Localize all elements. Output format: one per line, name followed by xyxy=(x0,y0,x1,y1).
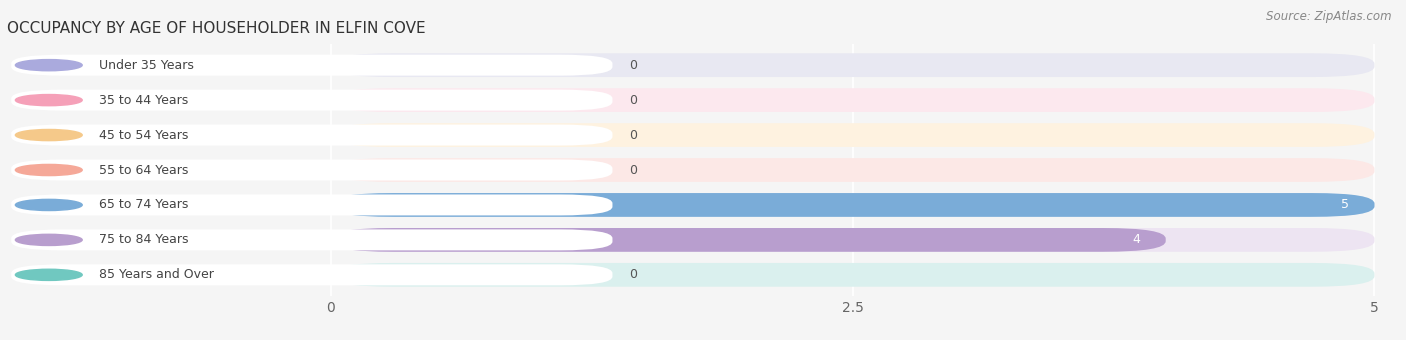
Circle shape xyxy=(15,59,82,71)
Text: Under 35 Years: Under 35 Years xyxy=(98,59,194,72)
Text: Source: ZipAtlas.com: Source: ZipAtlas.com xyxy=(1267,10,1392,23)
Text: 0: 0 xyxy=(628,129,637,141)
Text: 0: 0 xyxy=(628,59,637,72)
Text: 0: 0 xyxy=(628,164,637,176)
FancyBboxPatch shape xyxy=(330,228,1375,252)
Text: 55 to 64 Years: 55 to 64 Years xyxy=(98,164,188,176)
Text: 65 to 74 Years: 65 to 74 Years xyxy=(98,199,188,211)
FancyBboxPatch shape xyxy=(330,53,1375,77)
FancyBboxPatch shape xyxy=(11,230,613,250)
Text: 4: 4 xyxy=(1133,233,1140,246)
FancyBboxPatch shape xyxy=(330,88,1375,112)
FancyBboxPatch shape xyxy=(330,158,1375,182)
Circle shape xyxy=(15,95,82,106)
FancyBboxPatch shape xyxy=(330,263,1375,287)
Text: 85 Years and Over: 85 Years and Over xyxy=(98,268,214,281)
FancyBboxPatch shape xyxy=(11,265,613,285)
Circle shape xyxy=(15,234,82,245)
FancyBboxPatch shape xyxy=(330,228,1166,252)
FancyBboxPatch shape xyxy=(330,123,1375,147)
FancyBboxPatch shape xyxy=(330,193,1375,217)
Text: 75 to 84 Years: 75 to 84 Years xyxy=(98,233,188,246)
Text: OCCUPANCY BY AGE OF HOUSEHOLDER IN ELFIN COVE: OCCUPANCY BY AGE OF HOUSEHOLDER IN ELFIN… xyxy=(7,21,426,36)
FancyBboxPatch shape xyxy=(330,193,1375,217)
FancyBboxPatch shape xyxy=(11,194,613,216)
FancyBboxPatch shape xyxy=(11,90,613,110)
Text: 45 to 54 Years: 45 to 54 Years xyxy=(98,129,188,141)
Circle shape xyxy=(15,269,82,280)
Text: 35 to 44 Years: 35 to 44 Years xyxy=(98,94,188,107)
Text: 0: 0 xyxy=(628,94,637,107)
Text: 5: 5 xyxy=(1341,199,1350,211)
FancyBboxPatch shape xyxy=(11,55,613,75)
FancyBboxPatch shape xyxy=(11,159,613,181)
Text: 0: 0 xyxy=(628,268,637,281)
Circle shape xyxy=(15,199,82,210)
Circle shape xyxy=(15,130,82,141)
Circle shape xyxy=(15,165,82,175)
FancyBboxPatch shape xyxy=(11,124,613,146)
